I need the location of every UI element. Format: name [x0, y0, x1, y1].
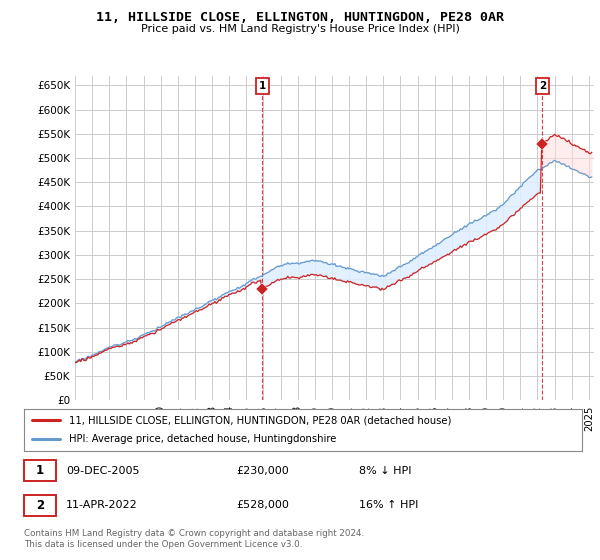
Text: 16% ↑ HPI: 16% ↑ HPI [359, 500, 418, 510]
Text: Price paid vs. HM Land Registry's House Price Index (HPI): Price paid vs. HM Land Registry's House … [140, 24, 460, 34]
Text: 09-DEC-2005: 09-DEC-2005 [66, 466, 139, 476]
Text: Contains HM Land Registry data © Crown copyright and database right 2024.
This d: Contains HM Land Registry data © Crown c… [24, 529, 364, 549]
FancyBboxPatch shape [24, 460, 56, 482]
Text: 11, HILLSIDE CLOSE, ELLINGTON, HUNTINGDON, PE28 0AR: 11, HILLSIDE CLOSE, ELLINGTON, HUNTINGDO… [96, 11, 504, 24]
Text: 2: 2 [539, 81, 546, 91]
Text: 1: 1 [259, 81, 266, 91]
Text: £230,000: £230,000 [236, 466, 289, 476]
Text: 11, HILLSIDE CLOSE, ELLINGTON, HUNTINGDON, PE28 0AR (detached house): 11, HILLSIDE CLOSE, ELLINGTON, HUNTINGDO… [68, 415, 451, 425]
Text: £528,000: £528,000 [236, 500, 289, 510]
Text: HPI: Average price, detached house, Huntingdonshire: HPI: Average price, detached house, Hunt… [68, 435, 336, 445]
FancyBboxPatch shape [24, 494, 56, 516]
Text: 11-APR-2022: 11-APR-2022 [66, 500, 137, 510]
Text: 1: 1 [36, 464, 44, 477]
Text: 2: 2 [36, 499, 44, 512]
Text: 8% ↓ HPI: 8% ↓ HPI [359, 466, 412, 476]
